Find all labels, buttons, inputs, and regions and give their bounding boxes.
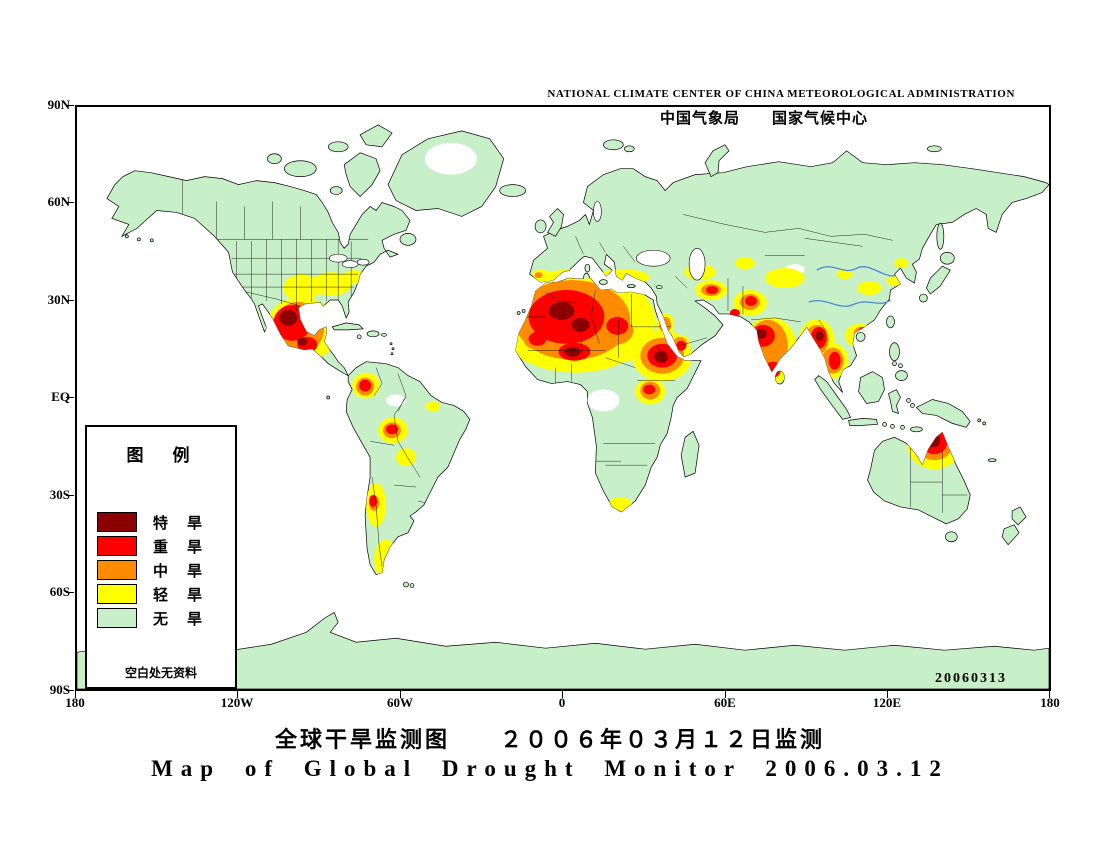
world-map-svg [77, 124, 1049, 689]
madagascar [680, 430, 700, 478]
legend-label-none: 无 旱 [153, 610, 205, 628]
legend-title: 图 例 [126, 446, 196, 465]
lon-label-120w: 120W [220, 695, 254, 710]
legend-label-severe: 重 旱 [153, 538, 205, 556]
lat-label-90s: 90S [49, 682, 70, 697]
axis-tick [1049, 691, 1050, 698]
lon-label-180e: 180 [1040, 695, 1060, 710]
legend-swatch-none [97, 608, 137, 628]
map-title-chinese: 全球干旱监测图 ２００６年０３月１２日监测 [274, 727, 825, 752]
legend-row-extreme: 特 旱 [87, 510, 235, 534]
lat-label-60s: 60S [49, 584, 70, 599]
lon-label-180w: 180 [65, 695, 85, 710]
legend-row-light: 轻 旱 [87, 582, 235, 606]
legend-row-moderate: 中 旱 [87, 558, 235, 582]
continent-australia [867, 431, 971, 525]
lat-label-60n: 60N [47, 194, 70, 209]
legend-swatch-moderate [97, 560, 137, 580]
legend-row-none: 无 旱 [87, 606, 235, 630]
axis-tick [66, 300, 74, 301]
lat-label-30n: 30N [47, 292, 70, 307]
antarctica [77, 611, 1049, 689]
continent-north-america [106, 170, 411, 377]
map-title-english: Map of Global Drought Monitor 2006.03.12 [151, 756, 949, 781]
lon-label-120e: 120E [872, 695, 902, 710]
org-name-chinese: 中国气象局 国家气候中心 [659, 110, 868, 127]
legend-swatch-severe [97, 536, 137, 556]
axis-tick [887, 691, 888, 698]
axis-tick [66, 397, 74, 398]
lat-label-eq: EQ [51, 389, 70, 404]
axis-tick [66, 592, 74, 593]
legend-swatch-light [97, 584, 137, 604]
country-borders [182, 172, 968, 567]
axis-tick [66, 202, 74, 203]
map-date-stamp: 20060313 [935, 671, 1007, 686]
legend-swatch-extreme [97, 512, 137, 532]
lakes-group [328, 201, 706, 281]
china-rivers [808, 266, 895, 307]
legend-footnote: 空白处无资料 [124, 666, 197, 680]
lon-label-60e: 60E [714, 695, 736, 710]
world-map-frame [75, 105, 1051, 691]
legend-label-light: 轻 旱 [153, 586, 205, 604]
axis-tick [66, 690, 74, 691]
islands-group [125, 124, 1027, 588]
lon-label-0: 0 [558, 695, 566, 710]
lat-label-30s: 30S [49, 487, 70, 502]
axis-tick [237, 691, 238, 698]
continents-group [77, 130, 1049, 689]
legend-label-moderate: 中 旱 [153, 562, 205, 580]
axis-tick [562, 691, 563, 698]
legend-row-severe: 重 旱 [87, 534, 235, 558]
lon-label-60w: 60W [387, 695, 413, 710]
axis-tick [725, 691, 726, 698]
lat-label-90n: 90N [47, 97, 70, 112]
axis-tick [66, 495, 74, 496]
legend-rows: 特 旱 重 旱 中 旱 轻 旱 无 旱 [87, 510, 235, 630]
legend-box: 图 例 特 旱 重 旱 中 旱 轻 旱 无 旱 空白处无资料 [85, 425, 237, 689]
axis-tick [400, 691, 401, 698]
axis-tick [75, 691, 76, 698]
legend-label-extreme: 特 旱 [153, 514, 205, 532]
axis-tick [66, 105, 74, 106]
org-name-english: NATIONAL CLIMATE CENTER OF CHINA METEORO… [547, 88, 1015, 100]
